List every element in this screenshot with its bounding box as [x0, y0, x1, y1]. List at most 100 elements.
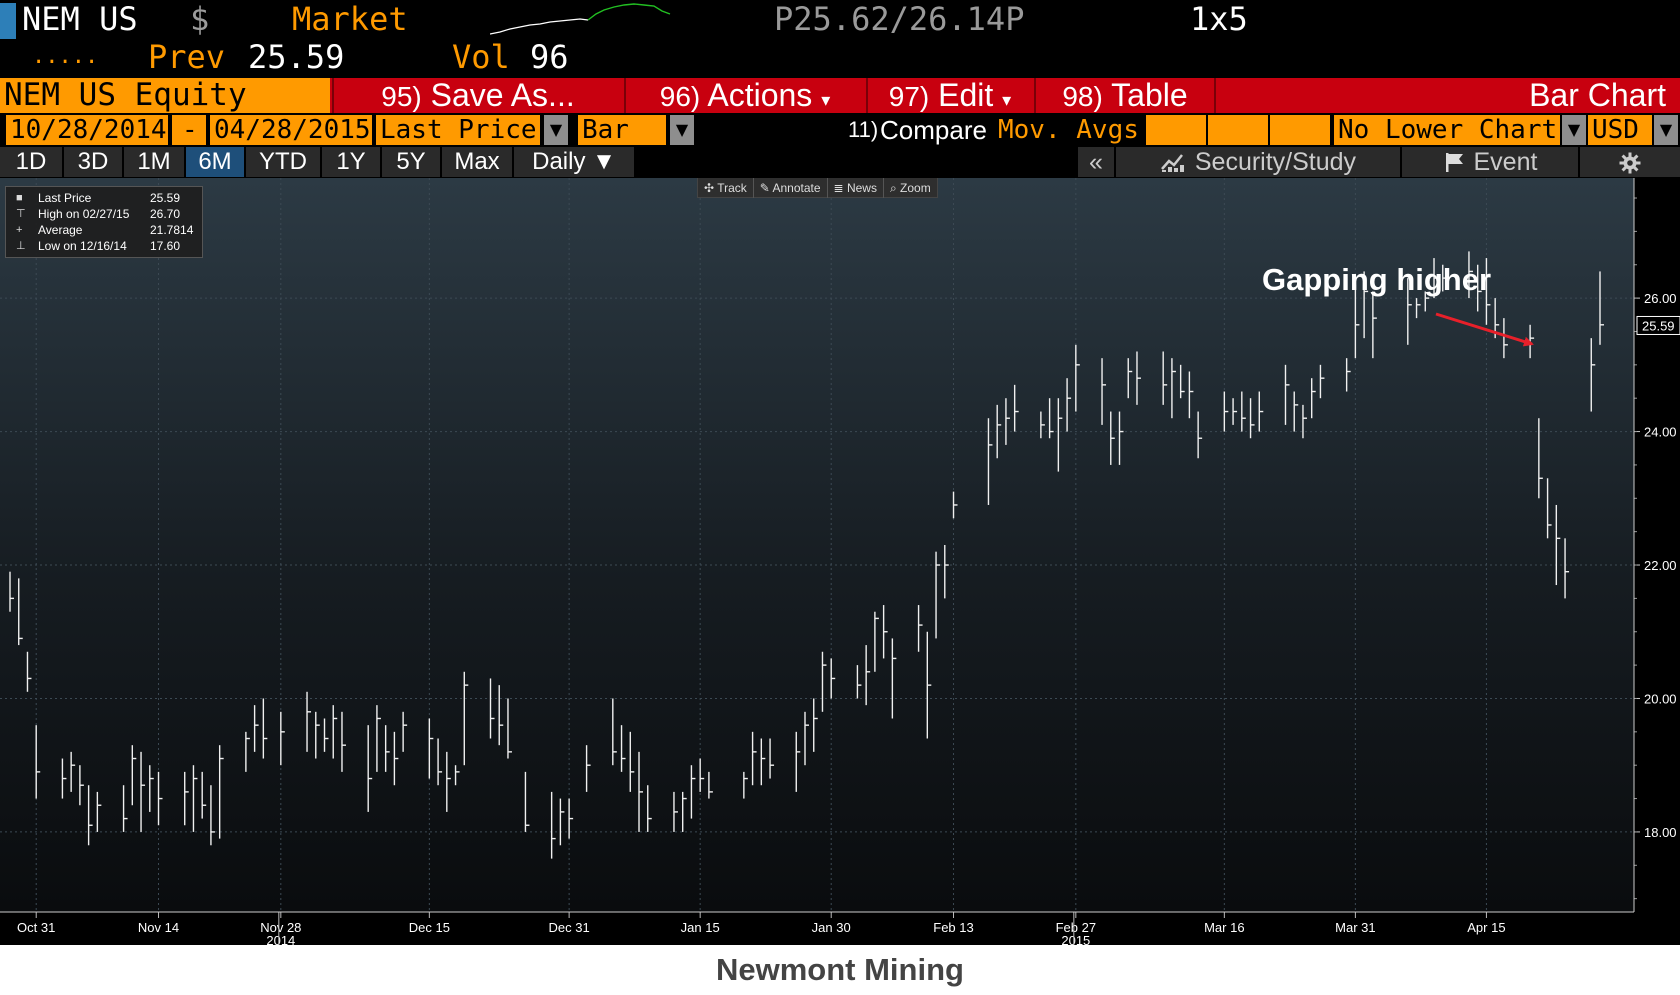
intraday-sparkline: [490, 3, 671, 35]
chart-annotation: Gapping higher: [1262, 262, 1492, 297]
prev-value: 25.59: [248, 38, 345, 76]
period-1m[interactable]: 1M: [124, 147, 186, 177]
period-6m[interactable]: 6M: [186, 147, 246, 177]
price-chart[interactable]: 18.00 20.00 22.00 24.00 26.00 25.59 Oct 31 Nov…: [0, 178, 1680, 945]
y-tick-label: 24.00: [1644, 425, 1677, 440]
edit-caret-icon: ▾: [1002, 90, 1012, 110]
figure-caption: Newmont Mining: [716, 952, 964, 987]
legend-high-label: High on 02/27/15: [38, 207, 130, 221]
track-button[interactable]: ✣ Track: [698, 178, 754, 198]
legend-average-value: 21.7814: [150, 223, 194, 237]
annotate-label: Annotate: [772, 181, 821, 195]
start-date-field[interactable]: 10/28/2014: [6, 115, 168, 145]
x-tick-label: Nov 14: [138, 920, 179, 935]
news-button[interactable]: ≣ News: [828, 178, 884, 198]
pencil-icon: ✎: [759, 181, 770, 195]
legend-high-value: 26.70: [150, 207, 181, 221]
chart-type-dropdown-icon[interactable]: ▼: [670, 115, 694, 145]
save-as-number: 95): [381, 81, 422, 112]
save-as-button[interactable]: 95) Save As...: [332, 78, 622, 113]
period-3d[interactable]: 3D: [64, 147, 124, 177]
y-axis: 18.00 20.00 22.00 24.00 26.00 25.59: [1633, 178, 1680, 912]
x-year-label: 2015: [1061, 933, 1090, 945]
news-label: News: [846, 181, 877, 195]
legend-average: + Average 21.7814: [6, 222, 204, 238]
actions-number: 96): [659, 81, 701, 112]
x-year-label: 2014: [266, 933, 295, 945]
security-study-label: Security/Study: [1194, 148, 1357, 176]
legend-average-label: Average: [38, 223, 83, 237]
y-tick-label: 26.00: [1644, 291, 1677, 306]
collapse-icon[interactable]: «: [1078, 147, 1114, 177]
chart-type-select[interactable]: Bar: [578, 115, 666, 145]
legend-low-value: 17.60: [150, 239, 181, 253]
edit-button[interactable]: 97) Edit ▾: [866, 78, 1032, 113]
crosshair-icon: ✣: [704, 181, 715, 195]
currency-select[interactable]: USD: [1588, 115, 1652, 145]
price-bars: [9, 251, 1604, 859]
legend-high: ⊤ High on 02/27/15 26.70: [6, 206, 204, 222]
study-chart-icon: [1160, 154, 1184, 172]
legend-low-label: Low on 12/16/14: [38, 239, 127, 253]
period-1y[interactable]: 1Y: [322, 147, 382, 177]
dots-indicator: .....: [32, 44, 99, 69]
lower-chart-dropdown-icon[interactable]: ▼: [1562, 115, 1586, 145]
x-tick-label: Nov 28: [260, 920, 301, 935]
study-slot-3[interactable]: [1270, 115, 1330, 145]
prev-label: Prev: [148, 38, 226, 76]
study-slot-1[interactable]: [1146, 115, 1206, 145]
zoom-icon: ⌕: [889, 181, 897, 195]
legend-low: ⊥ Low on 12/16/14 17.60: [6, 238, 204, 254]
chart-canvas[interactable]: 18.00 20.00 22.00 24.00 26.00 25.59 Oct 31 Nov…: [0, 178, 1680, 945]
gear-icon[interactable]: [1580, 147, 1680, 177]
x-tick-label: Mar 31: [1335, 920, 1375, 935]
x-tick-label: Mar 16: [1204, 920, 1244, 935]
x-tick-label: Dec 31: [549, 920, 590, 935]
compare-button[interactable]: Compare: [880, 115, 987, 145]
end-date-field[interactable]: 04/28/2015: [210, 115, 372, 145]
function-title: Bar Chart: [1529, 77, 1666, 113]
price-field-select[interactable]: Last Price: [376, 115, 540, 145]
period-5y[interactable]: 5Y: [382, 147, 442, 177]
actions-caret-icon: ▾: [821, 90, 831, 110]
zoom-button[interactable]: ⌕ Zoom: [884, 178, 937, 198]
flag-icon: [1445, 153, 1463, 172]
panel-tab-marker[interactable]: [0, 3, 16, 39]
table-number: 98): [1062, 81, 1103, 112]
security-field[interactable]: NEM US Equity: [0, 78, 330, 113]
study-slot-2[interactable]: [1208, 115, 1268, 145]
currency-dropdown-icon[interactable]: ▼: [1654, 115, 1678, 145]
table-button[interactable]: 98) Table: [1034, 78, 1216, 113]
price-field-dropdown-icon[interactable]: ▼: [544, 115, 568, 145]
ticker[interactable]: NEM US: [22, 0, 138, 38]
period-1d[interactable]: 1D: [0, 147, 64, 177]
period-max[interactable]: Max: [442, 147, 514, 177]
legend-last-price-label: Last Price: [38, 191, 92, 205]
y-tick-label: 18.00: [1644, 825, 1677, 840]
plot-background: [0, 178, 1634, 912]
event-label: Event: [1473, 148, 1538, 176]
event-button[interactable]: Event: [1402, 147, 1578, 177]
legend-average-icon: +: [16, 224, 23, 236]
frequency-select[interactable]: Daily ▼: [514, 147, 636, 177]
lower-chart-select[interactable]: No Lower Chart: [1334, 115, 1560, 145]
period-ytd[interactable]: YTD: [246, 147, 322, 177]
actions-button[interactable]: 96) Actions ▾: [624, 78, 864, 113]
x-tick-label: Feb 27: [1056, 920, 1096, 935]
x-tick-label: Dec 15: [409, 920, 450, 935]
actions-label: Actions: [707, 77, 813, 113]
security-study-button[interactable]: Security/Study: [1116, 147, 1400, 177]
function-bar: NEM US Equity 95) Save As... 96) Actions…: [0, 78, 1680, 113]
quote-size: 1x5: [1190, 0, 1248, 38]
bid-ask-quote: P25.62/26.14P: [774, 0, 1025, 38]
edit-number: 97): [888, 81, 930, 112]
annotate-button[interactable]: ✎ Annotate: [754, 178, 828, 198]
x-tick-label: Oct 31: [17, 920, 55, 935]
chart-legend[interactable]: ■ Last Price 25.59 ⊤ High on 02/27/15 26…: [5, 186, 203, 258]
date-settings-bar: 10/28/2014 - 04/28/2015 Last Price ▼ Bar…: [0, 113, 1680, 146]
mov-avgs-button[interactable]: Mov. Avgs: [998, 115, 1139, 145]
edit-label: Edit: [938, 77, 994, 113]
period-bar: 1D 3D 1M 6M YTD 1Y 5Y Max Daily ▼ « Secu…: [0, 146, 1680, 178]
y-tick-label: 22.00: [1644, 558, 1677, 573]
legend-last-price-icon: ■: [16, 192, 23, 204]
